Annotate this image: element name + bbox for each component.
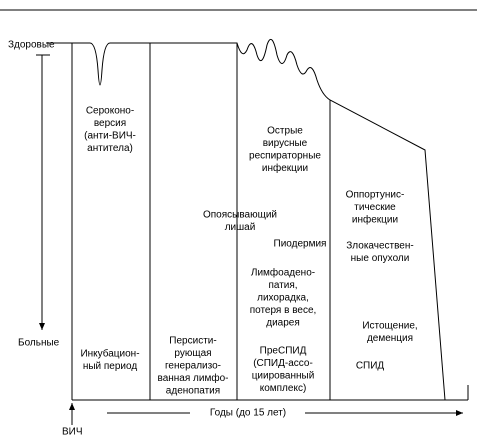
event-label: Опоясывающий xyxy=(203,210,277,221)
event-label: лихорадка, xyxy=(257,293,309,304)
hiv-label: ВИЧ xyxy=(62,427,83,438)
event-label: патия, xyxy=(268,280,297,291)
event-label: вирусные xyxy=(263,138,308,149)
time-label: Годы (до 15 лет) xyxy=(210,408,286,419)
stage-label: циированный xyxy=(252,371,315,382)
event-label: Сероконо- xyxy=(86,106,134,117)
stage-label: ный период xyxy=(83,361,138,372)
event-label: Лимфоадено- xyxy=(251,267,315,279)
stage-label: Инкубацион- xyxy=(80,348,139,360)
event-label: инфекции xyxy=(262,162,308,174)
stage-label: рующая xyxy=(174,348,211,359)
event-label: деменция xyxy=(367,333,413,344)
stage-label: Персисти- xyxy=(169,336,216,347)
stage-label: аденопатия xyxy=(166,386,220,397)
event-label: Оппортунис- xyxy=(346,190,405,201)
event-label: Истощение, xyxy=(362,321,417,332)
event-label: Злокачествен- xyxy=(346,241,413,252)
stage-label: генерализо- xyxy=(165,361,221,372)
event-label: Пиодермия xyxy=(274,239,327,250)
sick-label: Больные xyxy=(18,338,60,349)
event-label: потеря в весе, xyxy=(250,305,317,316)
stage-label: комплекс) xyxy=(260,383,307,394)
event-label: тические xyxy=(354,202,396,213)
healthy-label: Здоровые xyxy=(8,40,55,51)
event-label: респираторные xyxy=(249,151,321,162)
stage-label: ванная лимфо- xyxy=(158,372,229,384)
event-label: ные опухоли xyxy=(351,253,410,264)
stage-label: СПИД xyxy=(356,361,385,372)
event-label: антитела) xyxy=(87,143,133,154)
labels: Инкубацион-ный период Персисти-рующая гене… xyxy=(80,106,417,397)
event-label: версия xyxy=(94,118,126,129)
stage-label: ПреСПИД xyxy=(260,346,307,357)
event-label: инфекции xyxy=(352,214,398,226)
event-label: (анти-ВИЧ- xyxy=(84,131,136,142)
event-label: лишай xyxy=(225,222,256,233)
event-label: Острые xyxy=(267,126,303,137)
event-label: диарея xyxy=(266,318,300,329)
frame xyxy=(0,9,477,425)
stage-label: (СПИД-ассо- xyxy=(253,358,313,369)
